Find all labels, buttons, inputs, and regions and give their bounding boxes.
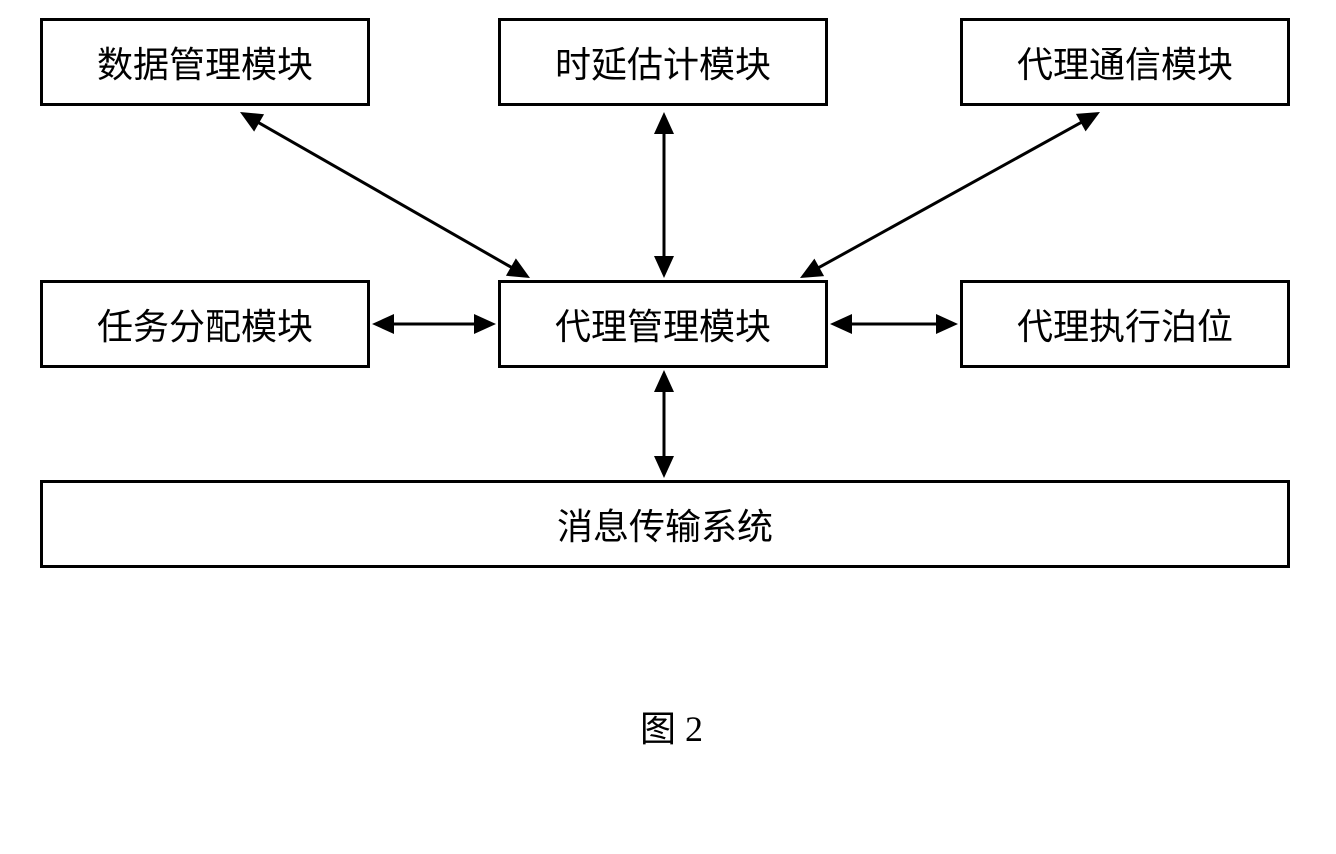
box-data-management: 数据管理模块 [40,18,370,106]
box-agent-exec-dock: 代理执行泊位 [960,280,1290,368]
box-label: 时延估计模块 [555,36,771,88]
box-label: 任务分配模块 [97,298,313,350]
diagram-canvas: 数据管理模块 时延估计模块 代理通信模块 任务分配模块 代理管理模块 代理执行泊… [0,0,1336,854]
box-label: 消息传输系统 [557,498,773,550]
box-delay-estimation: 时延估计模块 [498,18,828,106]
box-message-transport: 消息传输系统 [40,480,1290,568]
box-label: 代理管理模块 [555,298,771,350]
box-label: 代理通信模块 [1017,36,1233,88]
box-task-assign: 任务分配模块 [40,280,370,368]
box-label: 代理执行泊位 [1017,298,1233,350]
box-agent-manage: 代理管理模块 [498,280,828,368]
box-agent-comm: 代理通信模块 [960,18,1290,106]
figure-caption: 图 2 [640,700,703,752]
box-label: 数据管理模块 [97,36,313,88]
